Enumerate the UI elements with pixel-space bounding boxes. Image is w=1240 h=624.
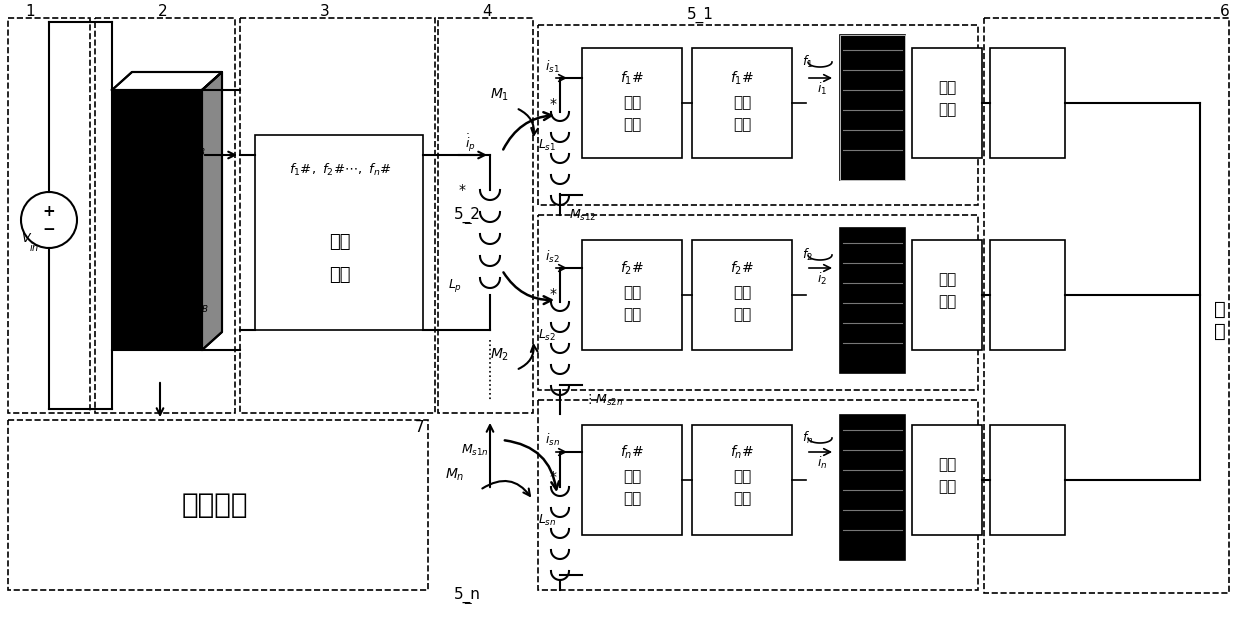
Text: $V$: $V$ bbox=[21, 232, 32, 245]
Text: 6: 6 bbox=[1220, 4, 1230, 19]
Text: 4: 4 bbox=[482, 4, 492, 19]
Text: $M_1$: $M_1$ bbox=[490, 87, 510, 103]
Text: 网络: 网络 bbox=[937, 295, 956, 310]
Text: $v_{AB}$: $v_{AB}$ bbox=[187, 301, 208, 314]
Text: $i_1$: $i_1$ bbox=[817, 81, 827, 97]
Text: $f_2$: $f_2$ bbox=[802, 247, 813, 263]
Bar bbox=[255, 135, 423, 330]
Bar bbox=[990, 48, 1065, 158]
Text: $\dot{i}_{AB}$: $\dot{i}_{AB}$ bbox=[190, 138, 207, 158]
Text: ─: ─ bbox=[464, 218, 470, 228]
Text: 网络: 网络 bbox=[937, 479, 956, 494]
Text: $L_{sn}$: $L_{sn}$ bbox=[538, 512, 557, 527]
Text: $M_n$: $M_n$ bbox=[445, 467, 465, 483]
Text: 补偿: 补偿 bbox=[733, 286, 751, 301]
Bar bbox=[911, 48, 982, 158]
Bar bbox=[911, 425, 982, 535]
Text: $i_{s1}$: $i_{s1}$ bbox=[544, 59, 559, 75]
Text: $i_{s2}$: $i_{s2}$ bbox=[544, 249, 559, 265]
Text: 选频: 选频 bbox=[622, 286, 641, 301]
Text: 补偿: 补偿 bbox=[733, 95, 751, 110]
Bar bbox=[692, 425, 792, 535]
Text: $f_n\#$: $f_n\#$ bbox=[730, 443, 754, 461]
Text: 网络: 网络 bbox=[622, 308, 641, 323]
Text: 3: 3 bbox=[320, 4, 330, 19]
Bar bbox=[692, 48, 792, 158]
Text: $f_1\#$: $f_1\#$ bbox=[620, 69, 644, 87]
Bar bbox=[538, 400, 978, 590]
Text: 滤波: 滤波 bbox=[937, 80, 956, 95]
Text: $M_2$: $M_2$ bbox=[490, 347, 510, 363]
Bar bbox=[990, 425, 1065, 535]
Text: −: − bbox=[42, 222, 56, 236]
Text: $L_p$: $L_p$ bbox=[448, 276, 463, 293]
Text: $*$: $*$ bbox=[549, 285, 557, 299]
Bar bbox=[241, 18, 435, 413]
Text: 选频: 选频 bbox=[622, 469, 641, 484]
Text: 网络: 网络 bbox=[937, 102, 956, 117]
Text: 选频: 选频 bbox=[622, 95, 641, 110]
Text: $*$: $*$ bbox=[458, 181, 466, 195]
Text: $i_n$: $i_n$ bbox=[817, 455, 827, 471]
Text: 网络: 网络 bbox=[330, 266, 351, 284]
Bar bbox=[582, 48, 682, 158]
Text: $i_2$: $i_2$ bbox=[817, 271, 827, 287]
Bar bbox=[538, 215, 978, 390]
Bar bbox=[985, 18, 1229, 593]
Text: $*$: $*$ bbox=[549, 95, 557, 109]
Text: $*$: $*$ bbox=[549, 468, 557, 482]
Text: 网络: 网络 bbox=[733, 492, 751, 507]
Bar bbox=[839, 35, 905, 180]
Bar bbox=[7, 18, 91, 413]
Polygon shape bbox=[202, 72, 222, 350]
Text: $L_{s1}$: $L_{s1}$ bbox=[538, 137, 556, 152]
Text: $f_1$: $f_1$ bbox=[802, 54, 813, 70]
Text: 5_2: 5_2 bbox=[454, 207, 480, 223]
Text: 2: 2 bbox=[159, 4, 167, 19]
Bar bbox=[438, 18, 533, 413]
Text: 1: 1 bbox=[25, 4, 35, 19]
Bar bbox=[990, 240, 1065, 350]
Bar bbox=[839, 228, 905, 373]
Text: 补偿: 补偿 bbox=[330, 233, 351, 251]
Text: $f_n$: $f_n$ bbox=[802, 430, 813, 446]
Bar bbox=[911, 240, 982, 350]
Text: $i_{sn}$: $i_{sn}$ bbox=[544, 432, 559, 448]
Text: 滤波: 滤波 bbox=[937, 457, 956, 472]
Text: $M_{s12}$: $M_{s12}$ bbox=[569, 207, 596, 223]
Text: 滤波: 滤波 bbox=[937, 273, 956, 288]
Text: 7: 7 bbox=[415, 419, 425, 434]
Bar bbox=[839, 415, 905, 560]
Text: 5_1: 5_1 bbox=[687, 7, 713, 23]
Bar bbox=[95, 18, 236, 413]
Text: $\dot{i}_p$: $\dot{i}_p$ bbox=[465, 132, 475, 154]
Bar bbox=[582, 240, 682, 350]
Text: 网络: 网络 bbox=[622, 492, 641, 507]
Text: $f_1\#$: $f_1\#$ bbox=[730, 69, 754, 87]
Bar bbox=[692, 240, 792, 350]
Bar bbox=[582, 425, 682, 535]
Bar bbox=[112, 90, 202, 350]
Text: 网络: 网络 bbox=[622, 117, 641, 132]
Bar bbox=[538, 25, 978, 205]
Text: 网络: 网络 bbox=[733, 117, 751, 132]
Bar bbox=[7, 420, 428, 590]
Text: 控制模块: 控制模块 bbox=[182, 491, 248, 519]
Text: +: + bbox=[42, 203, 56, 218]
Text: 网络: 网络 bbox=[733, 308, 751, 323]
Text: $M_{s1n}$: $M_{s1n}$ bbox=[461, 442, 489, 457]
Text: 5_n: 5_n bbox=[454, 587, 480, 603]
Text: $L_{s2}$: $L_{s2}$ bbox=[538, 328, 556, 343]
Text: $f_1\#,\ f_2\#\cdots,\ f_n\#$: $f_1\#,\ f_2\#\cdots,\ f_n\#$ bbox=[289, 162, 392, 178]
Text: $f_2\#$: $f_2\#$ bbox=[730, 260, 754, 276]
Text: $f_n\#$: $f_n\#$ bbox=[620, 443, 644, 461]
Text: $\vdots M_{s2n}$: $\vdots M_{s2n}$ bbox=[583, 392, 624, 407]
Text: 补偿: 补偿 bbox=[733, 469, 751, 484]
Polygon shape bbox=[112, 72, 222, 90]
Text: ─: ─ bbox=[464, 598, 470, 608]
Text: $f_2\#$: $f_2\#$ bbox=[620, 260, 644, 276]
Bar bbox=[839, 35, 905, 180]
Text: $in$: $in$ bbox=[29, 241, 40, 253]
Text: 负
载: 负 载 bbox=[1214, 300, 1226, 341]
